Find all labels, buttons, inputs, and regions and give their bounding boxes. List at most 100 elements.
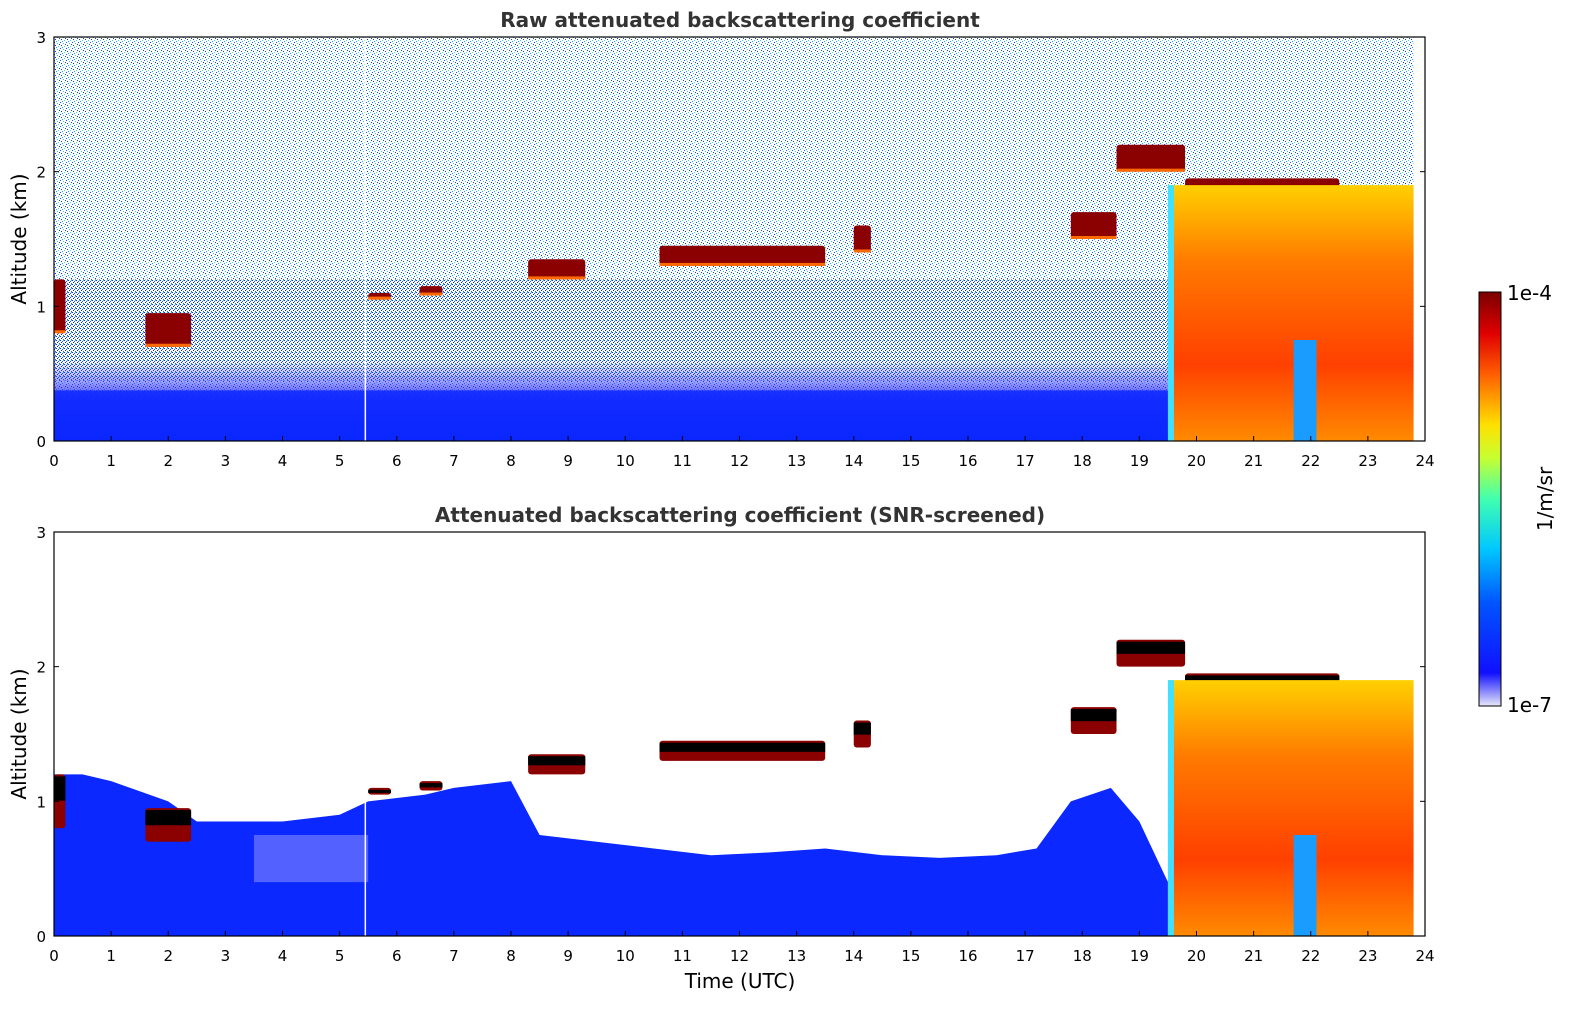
panel-screened: Attenuated backscattering coefficient (S… xyxy=(7,503,1435,993)
cloud-layer-edge xyxy=(528,276,586,280)
x-tick-label: 13 xyxy=(787,947,806,965)
y-tick-label: 0 xyxy=(36,928,46,946)
no-data-region xyxy=(1413,37,1425,441)
x-tick-label: 6 xyxy=(392,452,402,470)
x-tick-label: 16 xyxy=(958,947,977,965)
cloud-layer-core xyxy=(853,722,871,735)
y-tick-label: 3 xyxy=(36,524,46,542)
x-tick-label: 14 xyxy=(844,452,863,470)
x-tick-label: 24 xyxy=(1415,452,1434,470)
x-tick-label: 4 xyxy=(278,947,288,965)
x-tick-label: 19 xyxy=(1130,947,1149,965)
cloud-layer-core xyxy=(368,789,392,793)
colorbar: 1e-4 1e-7 1/m/sr xyxy=(1478,281,1557,717)
cloud-layer-core xyxy=(528,756,586,766)
y-tick-label: 3 xyxy=(36,29,46,47)
cloud-layer-edge xyxy=(419,292,443,296)
x-tick-label: 11 xyxy=(673,947,692,965)
x-tick-label: 9 xyxy=(563,947,573,965)
x-tick-label: 17 xyxy=(1016,947,1035,965)
x-tick-label: 22 xyxy=(1301,947,1320,965)
cloud-layer xyxy=(145,313,192,347)
y-tick-label: 1 xyxy=(36,793,46,811)
cloud-layer xyxy=(54,279,66,334)
x-tick-label: 10 xyxy=(616,452,635,470)
precipitation-region xyxy=(1167,185,1414,441)
x-tick-label: 18 xyxy=(1073,947,1092,965)
cloud-layer-edge xyxy=(1116,168,1186,172)
panel-raw-title: Raw attenuated backscattering coefficien… xyxy=(500,8,980,32)
y-tick-label: 2 xyxy=(36,659,46,677)
x-tick-label: 20 xyxy=(1187,452,1206,470)
y-tick-label: 2 xyxy=(36,164,46,182)
cloud-layer-core xyxy=(659,742,826,752)
panel-raw: Raw attenuated backscattering coefficien… xyxy=(7,8,1435,470)
x-tick-label: 3 xyxy=(221,947,231,965)
x-tick-label: 21 xyxy=(1244,947,1263,965)
precipitation-edge xyxy=(1167,185,1174,441)
x-tick-label: 10 xyxy=(616,947,635,965)
x-tick-label: 17 xyxy=(1016,452,1035,470)
x-tick-label: 23 xyxy=(1358,452,1377,470)
screened-haze xyxy=(253,835,369,883)
boundary-layer-core xyxy=(54,390,1168,441)
x-tick-label: 2 xyxy=(163,452,173,470)
x-tick-label: 20 xyxy=(1187,947,1206,965)
x-tick-label: 18 xyxy=(1073,452,1092,470)
x-tick-label: 7 xyxy=(449,947,459,965)
cloud-layer xyxy=(1116,144,1186,172)
precipitation-region xyxy=(1167,680,1414,936)
x-tick-label: 24 xyxy=(1415,947,1434,965)
x-tick-label: 12 xyxy=(730,452,749,470)
x-tick-label: 8 xyxy=(506,452,516,470)
x-tick-label: 1 xyxy=(106,452,116,470)
x-tick-label: 21 xyxy=(1244,452,1263,470)
x-tick-label: 9 xyxy=(563,452,573,470)
precipitation-gap xyxy=(1293,835,1317,936)
cloud-layer xyxy=(1070,212,1117,239)
x-tick-label: 15 xyxy=(901,947,920,965)
x-tick-label: 3 xyxy=(221,452,231,470)
colorbar-gradient xyxy=(1478,291,1502,707)
cloud-layer-core xyxy=(1070,709,1117,722)
x-tick-label: 22 xyxy=(1301,452,1320,470)
x-tick-label: 6 xyxy=(392,947,402,965)
x-tick-label: 23 xyxy=(1358,947,1377,965)
cloud-layer-edge xyxy=(145,343,192,347)
x-tick-label: 0 xyxy=(49,947,59,965)
panel-screened-xlabel: Time (UTC) xyxy=(684,969,796,993)
x-tick-label: 14 xyxy=(844,947,863,965)
x-tick-label: 1 xyxy=(106,947,116,965)
panel-screened-heatmap xyxy=(54,532,1425,936)
panel-raw-ylabel: Altitude (km) xyxy=(7,173,31,304)
cloud-layer-core xyxy=(1185,675,1340,685)
precipitation-edge xyxy=(1167,680,1174,936)
y-tick-label: 0 xyxy=(36,433,46,451)
screened-boundary-layer xyxy=(54,774,1168,936)
y-tick-label: 1 xyxy=(36,298,46,316)
panel-screened-title: Attenuated backscattering coefficient (S… xyxy=(435,503,1045,527)
x-tick-label: 8 xyxy=(506,947,516,965)
precipitation-gap xyxy=(1293,340,1317,441)
cloud-layer xyxy=(659,245,826,266)
cloud-layer-core xyxy=(1116,641,1186,654)
panel-raw-heatmap xyxy=(54,37,1425,441)
x-tick-label: 7 xyxy=(449,452,459,470)
cloud-layer-edge xyxy=(853,249,871,253)
cloud-layer-core xyxy=(419,783,443,788)
x-tick-label: 5 xyxy=(335,452,345,470)
x-tick-label: 19 xyxy=(1130,452,1149,470)
x-tick-label: 5 xyxy=(335,947,345,965)
x-tick-label: 15 xyxy=(901,452,920,470)
x-tick-label: 4 xyxy=(278,452,288,470)
colorbar-min-label: 1e-7 xyxy=(1507,693,1552,717)
cloud-layer xyxy=(853,225,871,253)
cloud-layer-edge xyxy=(659,262,826,266)
x-tick-label: 11 xyxy=(673,452,692,470)
x-tick-label: 16 xyxy=(958,452,977,470)
colorbar-max-label: 1e-4 xyxy=(1507,281,1552,305)
cloud-layer-edge xyxy=(1070,236,1117,239)
x-tick-label: 12 xyxy=(730,947,749,965)
x-tick-label: 2 xyxy=(163,947,173,965)
